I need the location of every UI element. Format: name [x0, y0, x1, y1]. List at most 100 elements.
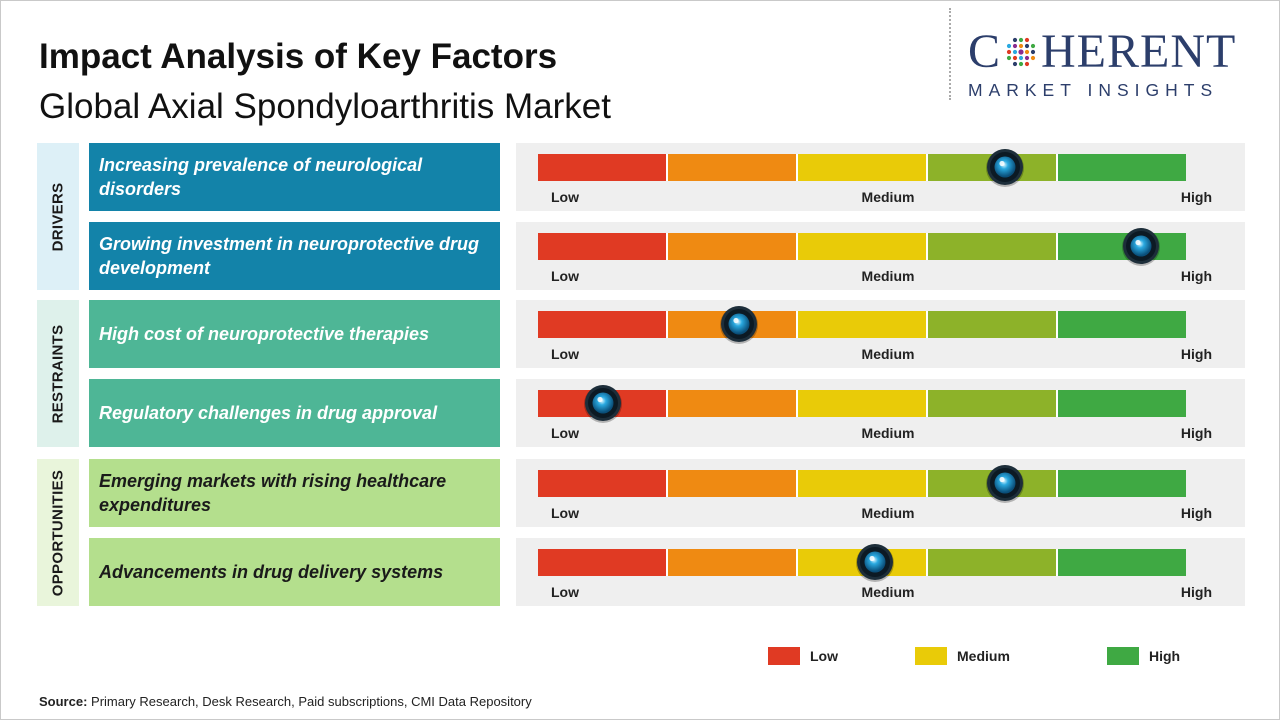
gauge-segment	[796, 233, 926, 260]
gauge-scale-bar	[538, 549, 1186, 576]
logo-dot	[1018, 37, 1024, 43]
gauge-segment	[796, 311, 926, 338]
gauge-label-medium: Medium	[861, 346, 915, 362]
impact-gauge: Low Medium High	[516, 143, 1245, 211]
logo-dot	[1018, 55, 1024, 61]
factor-label: Regulatory challenges in drug approval	[89, 379, 500, 447]
logo-dot	[1018, 61, 1024, 67]
impact-gauge: Low Medium High	[516, 538, 1245, 606]
logo-dots-icon	[1006, 37, 1036, 67]
logo-dot	[1012, 55, 1018, 61]
gauge-label-high: High	[1180, 189, 1212, 205]
gauge-segment	[926, 390, 1056, 417]
gauge-label-medium: Medium	[861, 505, 915, 521]
group-label-text: DRIVERS	[49, 182, 67, 251]
logo-dot	[1030, 49, 1036, 55]
impact-marker	[1121, 228, 1160, 266]
gauge-segment	[666, 154, 796, 181]
gauge-segment	[538, 233, 666, 260]
gauge-label-medium: Medium	[861, 584, 915, 600]
gauge-segment	[1056, 311, 1186, 338]
gauge-segment	[538, 311, 666, 338]
source-text: Primary Research, Desk Research, Paid su…	[91, 694, 532, 709]
chart-subtitle: Global Axial Spondyloarthritis Market	[39, 87, 611, 126]
gauge-segment	[538, 154, 666, 181]
logo-dot	[1018, 43, 1024, 49]
gauge-label-high: High	[1180, 584, 1212, 600]
gauge-segment	[796, 154, 926, 181]
logo-dot	[1030, 43, 1036, 49]
legend-swatch-medium	[915, 647, 947, 665]
gauge-label-low: Low	[551, 584, 579, 600]
gauge-segment	[666, 233, 796, 260]
legend-label-high: High	[1149, 648, 1181, 664]
chart-title: Impact Analysis of Key Factors	[39, 37, 558, 76]
logo-dot	[1006, 43, 1012, 49]
gauge-scale-bar	[538, 390, 1186, 417]
group-label-drivers: DRIVERS	[37, 143, 79, 290]
logo-wordmark-end: HERENT	[1041, 25, 1237, 78]
source-note: Source: Primary Research, Desk Research,…	[39, 694, 532, 709]
gauge-segment	[1056, 233, 1186, 260]
gauge-label-high: High	[1180, 425, 1212, 441]
gauge-segment	[666, 470, 796, 497]
gauge-scale-bar	[538, 470, 1186, 497]
logo-dot	[1012, 61, 1018, 67]
group-label-restraints: RESTRAINTS	[37, 300, 79, 447]
group-label-opportunities: OPPORTUNITIES	[37, 459, 79, 606]
logo-dot	[1012, 49, 1018, 55]
impact-marker	[855, 544, 894, 582]
group-label-text: OPPORTUNITIES	[49, 469, 67, 596]
factor-label: Emerging markets with rising healthcare …	[89, 459, 500, 527]
gauge-label-high: High	[1180, 268, 1212, 284]
legend-item-low: Low	[768, 647, 838, 665]
factor-label: Increasing prevalence of neurological di…	[89, 143, 500, 211]
legend-item-medium: Medium	[915, 647, 1010, 665]
gauge-segment	[926, 233, 1056, 260]
gauge-label-medium: Medium	[861, 189, 915, 205]
impact-marker	[583, 385, 622, 423]
logo-dot	[1024, 55, 1030, 61]
legend-item-high: High	[1107, 647, 1180, 665]
logo-dot	[1024, 37, 1030, 43]
legend-swatch-high	[1107, 647, 1139, 665]
gauge-label-medium: Medium	[861, 425, 915, 441]
impact-gauge: Low Medium High	[516, 459, 1245, 527]
gauge-label-low: Low	[551, 268, 579, 284]
impact-marker	[719, 306, 758, 344]
gauge-segment	[796, 470, 926, 497]
gauge-label-high: High	[1180, 346, 1212, 362]
gauge-label-low: Low	[551, 505, 579, 521]
logo-dot	[1006, 55, 1012, 61]
logo-dot	[1024, 43, 1030, 49]
impact-gauge: Low Medium High	[516, 222, 1245, 290]
legend-label-medium: Medium	[957, 648, 1010, 664]
impact-marker	[985, 465, 1024, 503]
factor-label: Growing investment in neuroprotective dr…	[89, 222, 500, 290]
logo-wordmark-start: C	[968, 25, 1002, 78]
logo-dot	[1030, 55, 1036, 61]
gauge-scale-bar	[538, 154, 1186, 181]
company-logo: C HERENT MARKET INSIGHTS	[968, 25, 1260, 101]
logo-dot	[1024, 49, 1030, 55]
logo-dot	[1006, 49, 1012, 55]
factor-label: Advancements in drug delivery systems	[89, 538, 500, 606]
gauge-segment	[666, 549, 796, 576]
impact-gauge: Low Medium High	[516, 300, 1245, 368]
legend-swatch-low	[768, 647, 800, 665]
gauge-segment	[796, 390, 926, 417]
group-label-text: RESTRAINTS	[49, 324, 67, 423]
logo-divider	[949, 8, 951, 100]
gauge-segment	[1056, 549, 1186, 576]
gauge-label-low: Low	[551, 189, 579, 205]
factor-label: High cost of neuroprotective therapies	[89, 300, 500, 368]
gauge-segment	[538, 470, 666, 497]
logo-dot	[1018, 49, 1024, 55]
impact-marker	[985, 149, 1024, 187]
source-label: Source:	[39, 694, 88, 709]
gauge-segment	[926, 311, 1056, 338]
gauge-scale-bar	[538, 311, 1186, 338]
logo-dot	[1012, 37, 1018, 43]
gauge-segment	[666, 390, 796, 417]
gauge-label-medium: Medium	[861, 268, 915, 284]
